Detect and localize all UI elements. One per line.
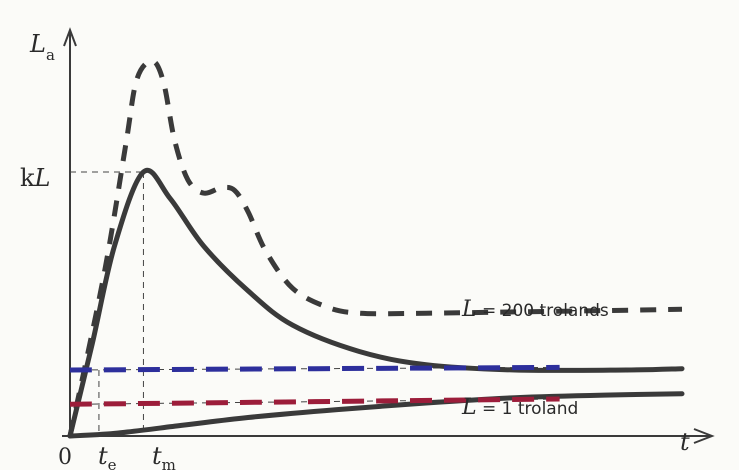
x-mark-te: te — [98, 442, 117, 470]
x-mark-tm: tm — [152, 442, 176, 470]
series-line-blue-ref — [69, 364, 560, 373]
origin-label: 0 — [58, 445, 72, 470]
x-axis-arrow — [693, 428, 715, 444]
series-label-L1: L = 1 troland — [461, 395, 578, 420]
x-axis-label: t — [680, 428, 690, 456]
series-line-red-ref — [69, 396, 560, 407]
y-axis-label: La — [29, 30, 55, 64]
y-mark-kL: kL — [20, 164, 50, 192]
series-line-dashed — [67, 58, 683, 437]
series-group — [67, 58, 685, 439]
series-line-L1 — [67, 391, 685, 439]
y-axis-arrow — [63, 27, 77, 47]
series-label-L200: L = 200 trolands — [461, 297, 609, 322]
